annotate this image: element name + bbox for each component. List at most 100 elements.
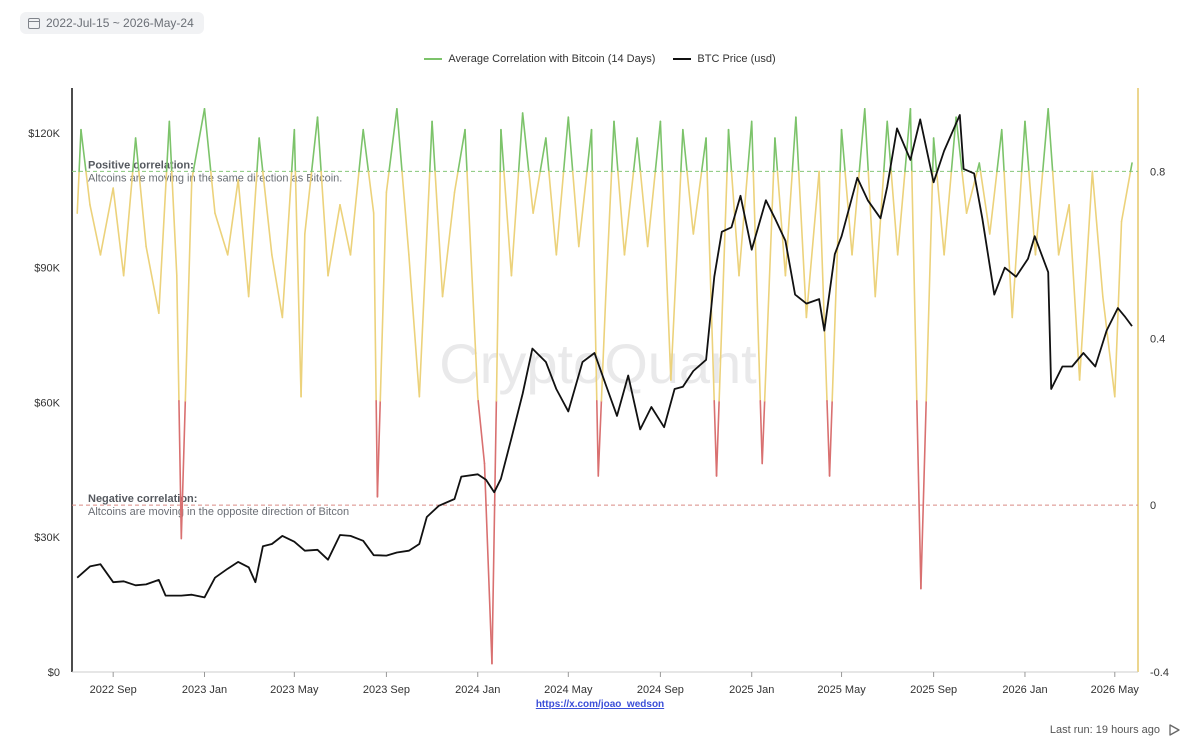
- y-left-tick-label: $120K: [28, 128, 60, 140]
- legend-swatch-btc-price: [673, 58, 692, 60]
- correlation-segment: [784, 170, 794, 277]
- correlation-segment: [1068, 204, 1081, 381]
- correlation-segment: [178, 400, 183, 540]
- correlation-segment: [623, 170, 635, 256]
- x-tick-label: 2026 May: [1091, 684, 1140, 696]
- correlation-segment: [1028, 170, 1037, 256]
- correlation-segment: [791, 116, 797, 173]
- y-right-tick-label: 0: [1150, 500, 1156, 512]
- correlation-segment: [434, 170, 444, 298]
- calendar-icon: [28, 17, 40, 29]
- correlation-segment: [304, 170, 313, 235]
- correlation-segment: [661, 170, 672, 381]
- date-range-label: 2022-Jul-15 ~ 2026-May-24: [46, 16, 194, 30]
- y-right-tick-label: 0.8: [1150, 166, 1165, 178]
- correlation-segment: [797, 170, 808, 319]
- correlation-segment: [192, 108, 206, 173]
- correlation-segment: [320, 170, 329, 277]
- correlation-segment: [1129, 162, 1133, 173]
- correlation-segment: [184, 178, 193, 402]
- correlation-segment: [145, 245, 160, 315]
- x-axis: 2022 Sep 2023 Jan 2023 May 2023 Sep 2024 Jan…: [72, 671, 1140, 696]
- correlation-segment: [203, 108, 212, 173]
- correlation-segment: [705, 137, 708, 173]
- correlation-segment: [466, 170, 479, 398]
- correlation-segment: [1011, 170, 1023, 319]
- correlation-segment: [1047, 108, 1054, 173]
- x-tick-label: 2022 Sep: [90, 684, 137, 696]
- date-range-picker[interactable]: 2022-Jul-15 ~ 2026-May-24: [20, 12, 204, 34]
- x-tick-label: 2025 Jan: [729, 684, 774, 696]
- y-left-tick-label: $0: [48, 667, 60, 679]
- correlation-segment: [367, 170, 375, 214]
- correlation-segment: [80, 128, 87, 173]
- correlation-segment: [483, 462, 493, 665]
- correlation-segment: [646, 170, 657, 248]
- left-axis: $0 $30K $60K $90K $120K: [28, 88, 73, 679]
- correlation-segment: [385, 170, 390, 194]
- correlation-segment: [746, 120, 753, 173]
- correlation-segment: [165, 120, 171, 173]
- correlation-segment: [122, 170, 134, 277]
- correlation-segment: [281, 170, 293, 319]
- correlation-segment: [327, 204, 341, 277]
- x-tick-label: 2023 Jan: [182, 684, 227, 696]
- correlation-segment: [258, 137, 264, 173]
- correlation-segment: [85, 170, 91, 206]
- correlation-segment: [428, 120, 433, 173]
- correlation-segment: [639, 170, 649, 248]
- correlation-segment: [1020, 120, 1026, 173]
- correlation-segment: [503, 170, 513, 277]
- correlation-segment: [613, 120, 619, 173]
- correlation-segment: [1024, 120, 1030, 173]
- legend-item-correlation[interactable]: Average Correlation with Bitcoin (14 Day…: [424, 53, 655, 65]
- annotation-layer: Positive correlation:Altcoins are moving…: [72, 159, 1138, 518]
- legend-item-btc-price[interactable]: BTC Price (usd): [673, 53, 776, 65]
- correlation-segment: [158, 170, 168, 315]
- correlation-segment: [904, 108, 912, 173]
- correlation-segment: [632, 137, 638, 173]
- correlation-segment: [271, 254, 284, 319]
- correlation-segment: [692, 170, 703, 235]
- correlation-segment: [654, 120, 662, 173]
- annotation-text: Altcoins are moving in the same directio…: [88, 172, 342, 184]
- correlation-segment: [896, 170, 906, 256]
- x-tick-label: 2023 Sep: [363, 684, 410, 696]
- correlation-segment: [1091, 170, 1104, 298]
- x-tick-label: 2024 May: [544, 684, 593, 696]
- correlation-series: [76, 108, 1133, 665]
- right-axis: -0.4 0 0.4 0.8: [1137, 88, 1169, 679]
- correlation-segment: [988, 170, 998, 235]
- correlation-segment: [961, 170, 968, 214]
- correlation-segment: [457, 128, 466, 173]
- correlation-segment: [339, 204, 352, 256]
- correlation-segment: [168, 120, 173, 173]
- correlation-segment: [890, 170, 899, 256]
- correlation-segment: [372, 212, 377, 402]
- correlation-segment: [131, 137, 137, 173]
- x-tick-label: 2025 May: [817, 684, 866, 696]
- correlation-segment: [78, 128, 82, 173]
- correlation-segment: [943, 170, 953, 256]
- correlation-segment: [1057, 204, 1070, 256]
- correlation-segment: [600, 295, 607, 402]
- correlation-segment: [209, 170, 216, 214]
- source-link[interactable]: https://x.com/joao_wedson: [535, 699, 665, 710]
- play-icon[interactable]: [1168, 724, 1180, 736]
- correlation-segment: [1000, 128, 1005, 173]
- correlation-segment: [89, 204, 102, 256]
- correlation-segment: [763, 170, 775, 402]
- correlation-segment: [134, 137, 140, 173]
- correlation-segment: [680, 128, 684, 173]
- correlation-segment: [840, 128, 846, 173]
- correlation-segment: [545, 137, 550, 173]
- correlation-segment: [1003, 170, 1014, 319]
- correlation-segment: [99, 187, 114, 256]
- correlation-segment: [401, 170, 410, 256]
- chart-legend: Average Correlation with Bitcoin (14 Day…: [0, 53, 1200, 65]
- correlation-segment: [112, 187, 125, 277]
- y-right-tick-label: 0.4: [1150, 333, 1165, 345]
- correlation-segment: [795, 116, 800, 173]
- correlation-segment: [955, 116, 963, 173]
